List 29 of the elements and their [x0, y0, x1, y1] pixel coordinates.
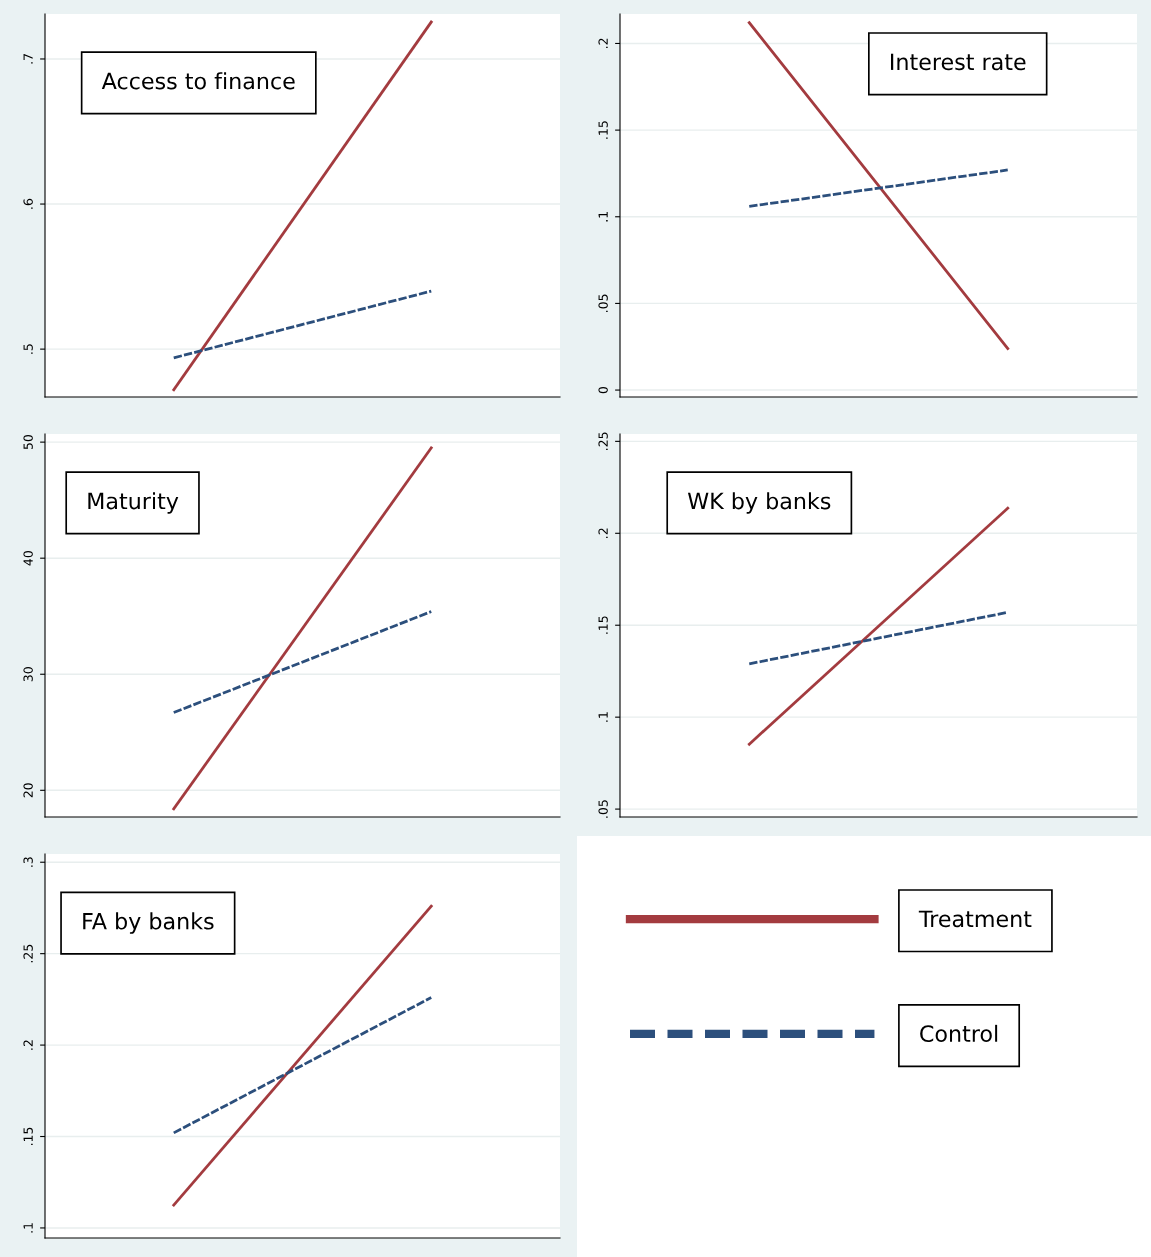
y-tick-label: .15 [598, 616, 608, 634]
y-tick-label: .15 [23, 1127, 33, 1146]
y-tick-label: .7 [23, 54, 33, 64]
y-tick-label: 50 [23, 435, 33, 450]
y-tick-label: .1 [598, 211, 608, 222]
y-tick-label: .05 [598, 294, 608, 313]
y-tick-label: 20 [23, 783, 33, 798]
y-tick-label: 30 [23, 667, 33, 682]
annotation: FA by banks [83, 912, 214, 934]
y-tick-label: .05 [598, 800, 608, 818]
y-tick-label: .1 [23, 1223, 33, 1233]
annotation: Maturity [88, 492, 179, 514]
y-tick-label: .1 [598, 712, 608, 722]
text: Treatment [918, 910, 1032, 928]
y-tick-label: .6 [23, 198, 33, 209]
text: Control [920, 1024, 998, 1043]
annotation: Access to finance [101, 72, 295, 90]
y-tick-label: .5 [23, 344, 33, 354]
annotation: WK by banks [687, 492, 831, 514]
y-tick-label: 0 [598, 386, 608, 394]
y-tick-label: .2 [598, 38, 608, 49]
y-tick-label: .15 [598, 121, 608, 139]
y-tick-label: .25 [598, 432, 608, 450]
y-tick-label: .3 [23, 857, 33, 867]
y-tick-label: .2 [598, 528, 608, 538]
y-tick-label: 40 [23, 551, 33, 566]
y-tick-label: .25 [23, 944, 33, 963]
y-tick-label: .2 [23, 1040, 33, 1050]
annotation: Interest rate [891, 53, 1026, 71]
